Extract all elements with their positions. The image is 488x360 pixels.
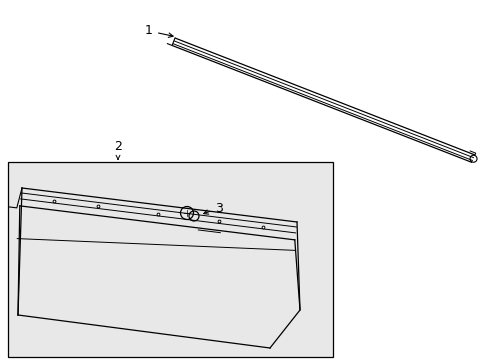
- Text: 2: 2: [114, 140, 122, 153]
- Text: 1: 1: [145, 24, 173, 37]
- Text: 3: 3: [203, 202, 223, 215]
- Bar: [8, 162, 332, 357]
